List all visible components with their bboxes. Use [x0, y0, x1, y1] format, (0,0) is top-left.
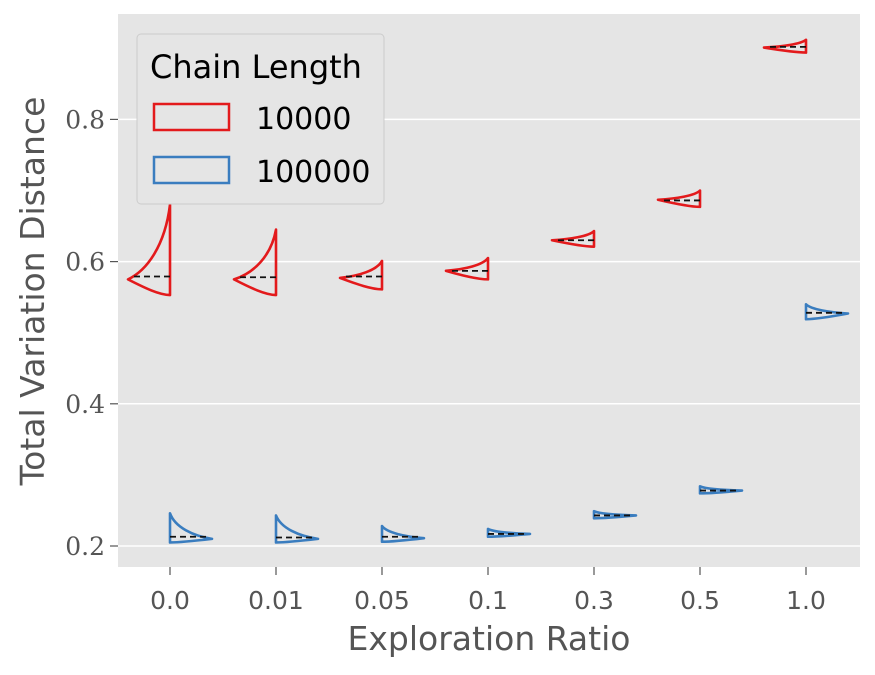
violin-10000-0.1: [444, 256, 490, 281]
violin-10000-0.05: [338, 259, 384, 291]
y-axis-title: Total Variation Distance: [13, 97, 52, 487]
x-tick-label: 0.3: [574, 586, 614, 615]
legend: Chain Length 10000 100000: [136, 33, 385, 205]
legend-label-10000: 10000: [256, 102, 351, 137]
legend-box: [136, 33, 385, 205]
legend-swatch-100000: [152, 155, 231, 185]
violin-100000-1.0: [804, 302, 850, 321]
violin-10000-0.3: [550, 229, 596, 248]
legend-swatch-10000: [152, 102, 231, 132]
x-tick-label: 0.1: [468, 586, 508, 615]
x-tick-label: 0.5: [680, 586, 720, 615]
legend-title: Chain Length: [150, 48, 362, 86]
y-tick-label: 0.2: [65, 532, 105, 561]
x-tick-label: 0.0: [150, 586, 190, 615]
violin-100000-0.01: [274, 514, 320, 544]
violin-100000-0.1: [486, 527, 532, 539]
violin-10000-0.5: [656, 189, 702, 209]
violin-10000-0.01: [232, 228, 278, 297]
violin-10000-0.0: [126, 203, 172, 297]
x-axis-title: Exploration Ratio: [348, 619, 631, 658]
x-tick-label: 0.01: [248, 586, 304, 615]
legend-label-100000: 100000: [256, 155, 371, 190]
x-tick-label: 1.0: [786, 586, 826, 615]
violin-100000-0.5: [698, 484, 744, 495]
y-tick-label: 0.6: [65, 248, 105, 277]
violins: [126, 38, 850, 544]
violin-100000-0.05: [380, 524, 426, 544]
y-axis-ticks: 0.2 0.4 0.6 0.8: [65, 105, 118, 561]
y-tick-label: 0.8: [65, 105, 105, 134]
y-tick-label: 0.4: [65, 390, 105, 419]
violin-100000-0.0: [168, 511, 214, 544]
violin-10000-1.0: [762, 38, 808, 54]
x-tick-label: 0.05: [354, 586, 410, 615]
violin-100000-0.3: [592, 509, 638, 520]
x-axis-ticks: 0.0 0.01 0.05 0.1 0.3 0.5 1.0: [150, 567, 826, 615]
